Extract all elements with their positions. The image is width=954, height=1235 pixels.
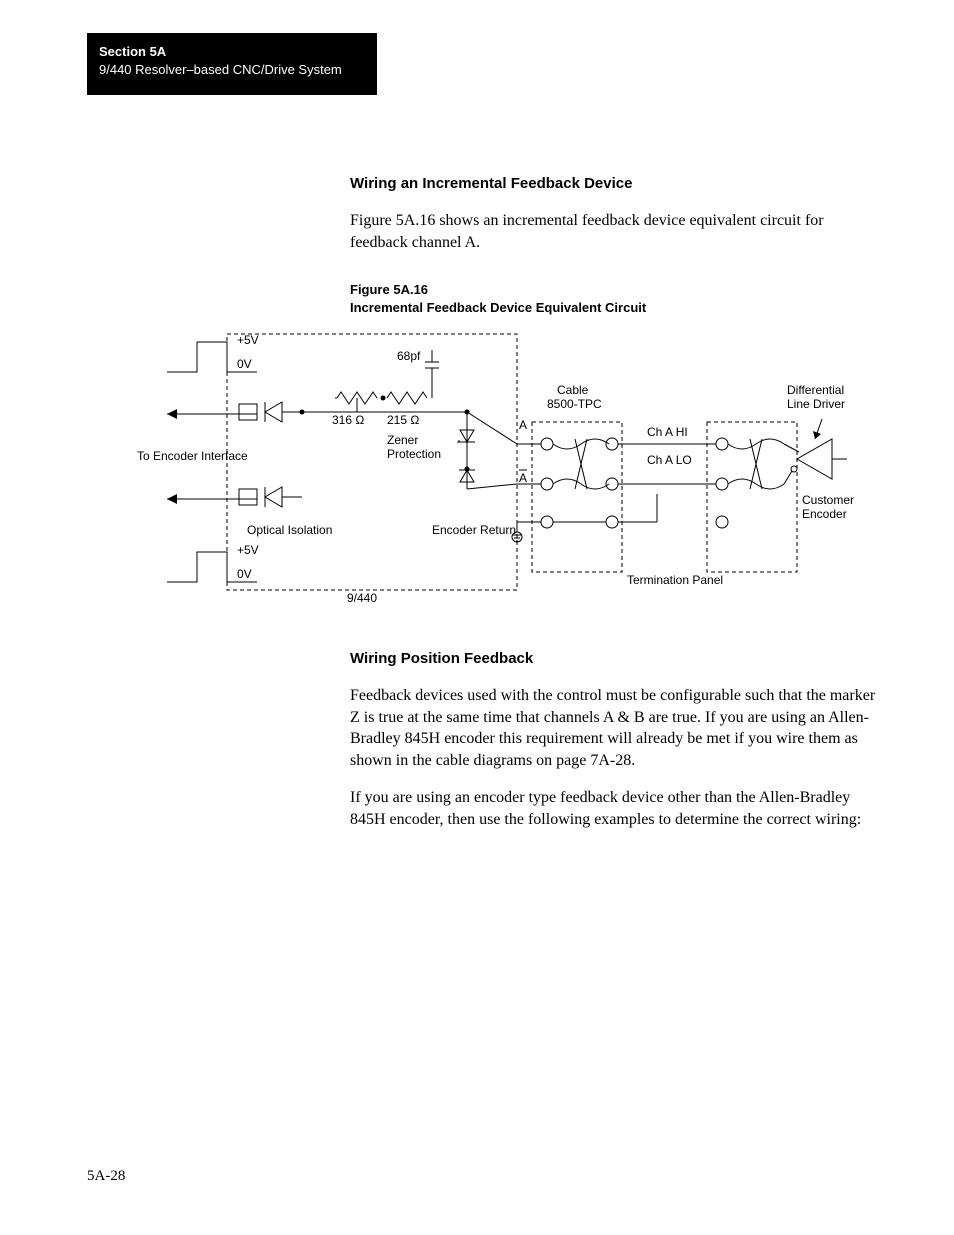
label-ch-a-hi: Ch A HI (647, 425, 688, 439)
circuit-diagram: 9/440 +5V 0V +5V 0V To Encoder Interface (87, 324, 877, 604)
heading-wiring-incremental: Wiring an Incremental Feedback Device (350, 175, 880, 192)
label-plus5v-top: +5V (237, 333, 259, 347)
heading-wiring-position: Wiring Position Feedback (350, 650, 880, 667)
label-diff-driver-2: Line Driver (787, 397, 845, 411)
label-cable-pn: 8500-TPC (547, 397, 602, 411)
twisted-pair-left-icon (553, 439, 609, 489)
figure-caption: Figure 5A.16 Incremental Feedback Device… (350, 281, 880, 316)
label-0v-bot: 0V (237, 567, 252, 581)
label-r1: 316 Ω (332, 413, 364, 427)
section-header: Section 5A 9/440 Resolver–based CNC/Driv… (87, 33, 377, 95)
label-cap: 68pf (397, 349, 421, 363)
label-customer-enc-1: Customer (802, 493, 854, 507)
label-termination-panel: Termination Panel (627, 573, 723, 587)
label-optical-isolation: Optical Isolation (247, 523, 332, 537)
label-r2: 215 Ω (387, 413, 419, 427)
capacitor-icon (425, 350, 439, 398)
label-zener-1: Zener (387, 433, 418, 447)
label-encoder-return: Encoder Return (432, 523, 516, 537)
label-9440: 9/440 (347, 591, 377, 604)
opto-isolator-bottom-icon (239, 487, 302, 507)
resistor-215-icon (387, 392, 427, 404)
zener-icon (457, 412, 475, 489)
section-label: Section 5A (99, 43, 365, 61)
figure-label: Figure 5A.16 (350, 282, 428, 297)
para-position-1: Feedback devices used with the control m… (350, 685, 880, 771)
line-driver-icon (784, 439, 847, 484)
label-0v-top: 0V (237, 357, 252, 371)
page-number: 5A-28 (87, 1168, 125, 1185)
figure-title: Incremental Feedback Device Equivalent C… (350, 300, 646, 315)
para-incremental-intro: Figure 5A.16 shows an incremental feedba… (350, 210, 880, 253)
opto-isolator-top-icon (239, 402, 302, 422)
label-cable: Cable (557, 383, 589, 397)
twisted-pair-right-icon (728, 439, 784, 489)
label-a-bar: A (519, 471, 527, 485)
main-column: Wiring an Incremental Feedback Device Fi… (350, 175, 880, 322)
resistor-316-icon (335, 392, 377, 412)
label-a: A (519, 418, 527, 432)
section-subtitle: 9/440 Resolver–based CNC/Drive System (99, 61, 365, 79)
section-position-feedback: Wiring Position Feedback Feedback device… (350, 650, 880, 847)
label-diff-driver-1: Differential (787, 383, 844, 397)
label-to-encoder-interface: To Encoder Interface (137, 449, 248, 463)
label-plus5v-bot: +5V (237, 543, 259, 557)
label-ch-a-lo: Ch A LO (647, 453, 692, 467)
label-customer-enc-2: Encoder (802, 507, 847, 521)
para-position-2: If you are using an encoder type feedbac… (350, 787, 880, 830)
label-zener-2: Protection (387, 447, 441, 461)
